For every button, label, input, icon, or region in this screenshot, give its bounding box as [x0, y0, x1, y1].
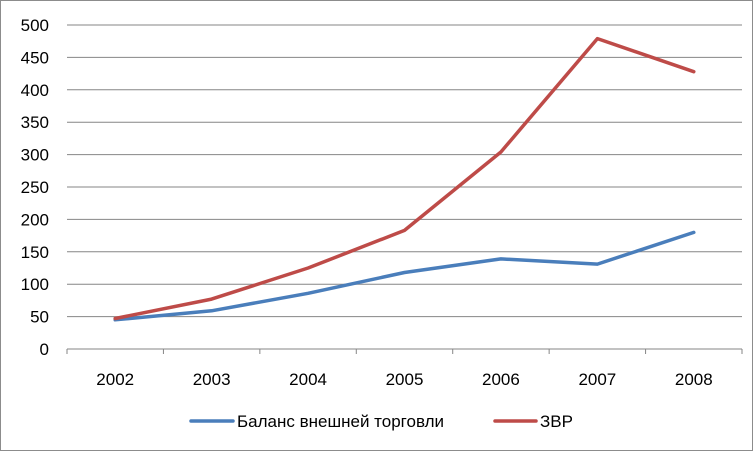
- legend-label: ЗВР: [540, 412, 573, 431]
- y-tick-label: 150: [21, 243, 49, 262]
- y-tick-label: 450: [21, 48, 49, 67]
- y-tick-label: 0: [40, 340, 49, 359]
- y-tick-label: 50: [30, 308, 49, 327]
- x-tick-label: 2002: [96, 370, 134, 389]
- series-line-1: [115, 232, 694, 319]
- legend: Баланс внешней торговли ЗВР: [191, 412, 573, 431]
- y-tick-label: 200: [21, 210, 49, 229]
- x-tick-label: 2005: [386, 370, 424, 389]
- x-axis-ticks: 2002 2003 2004 2005 2006 2007 2008: [96, 370, 712, 389]
- y-tick-label: 300: [21, 146, 49, 165]
- x-tick-label: 2003: [193, 370, 231, 389]
- x-tick-label: 2004: [289, 370, 327, 389]
- legend-label: Баланс внешней торговли: [237, 412, 444, 431]
- x-tick-label: 2007: [578, 370, 616, 389]
- y-tick-label: 100: [21, 275, 49, 294]
- series-lines: [115, 39, 694, 320]
- x-tick-label: 2008: [675, 370, 713, 389]
- y-tick-label: 350: [21, 113, 49, 132]
- y-axis-ticks: 0 50 100 150 200 250 300 350 400 450 500: [21, 16, 49, 359]
- y-tick-label: 500: [21, 16, 49, 35]
- y-tick-label: 250: [21, 178, 49, 197]
- x-tick-label: 2006: [482, 370, 520, 389]
- y-tick-label: 400: [21, 81, 49, 100]
- series-line-2: [115, 39, 694, 319]
- x-axis: [67, 349, 742, 354]
